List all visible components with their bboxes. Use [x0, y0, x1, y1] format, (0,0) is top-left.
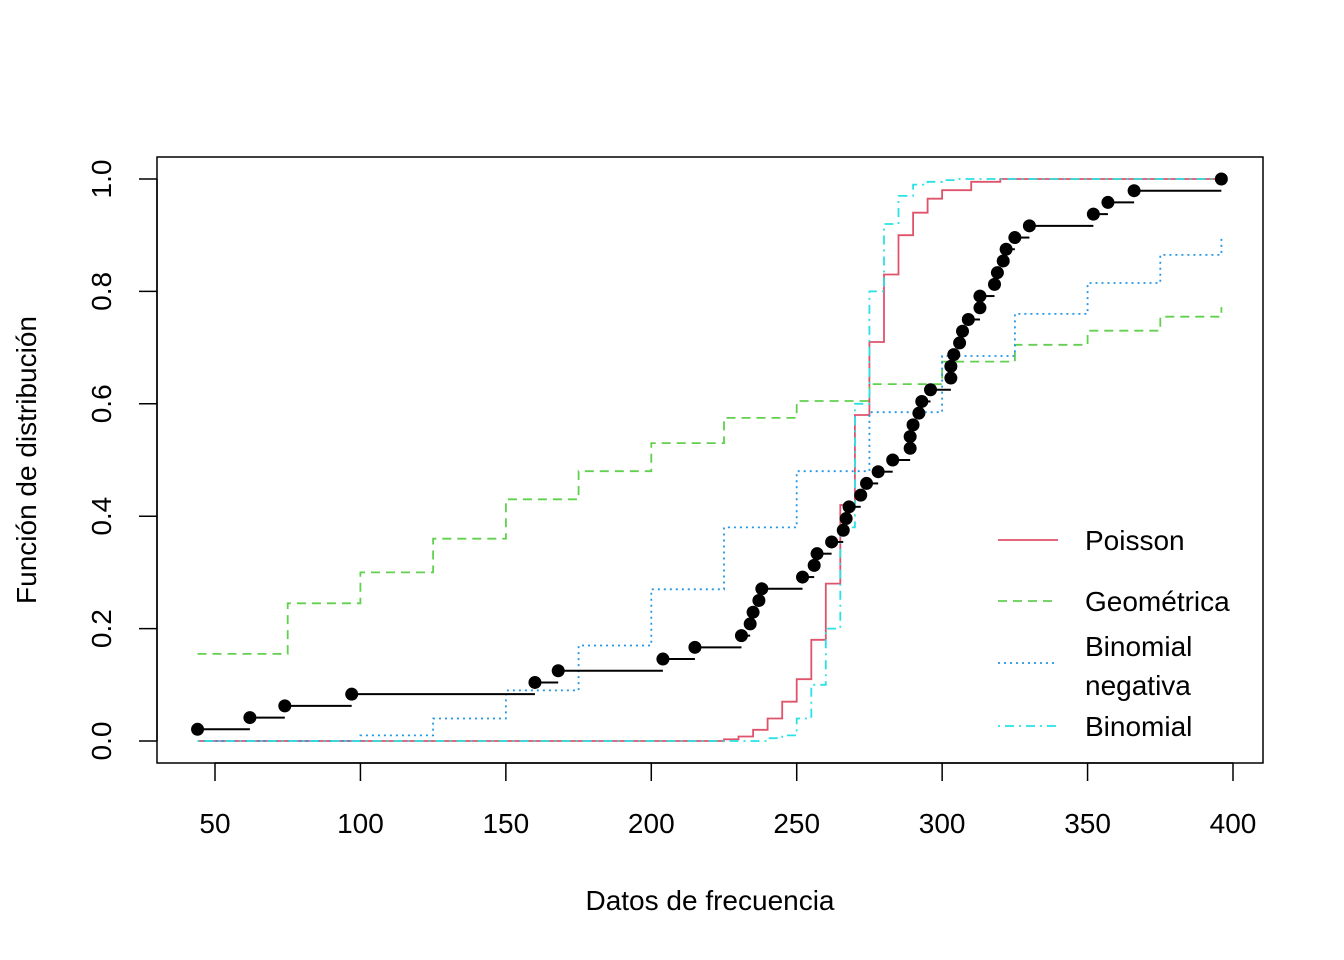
- ecdf-point: [924, 383, 938, 397]
- legend: Poisson Geométrica Binomial negativa Bin…: [998, 525, 1230, 742]
- legend-label-binomial-negativa-2: negativa: [1085, 670, 1191, 701]
- y-tick-label: 0.6: [86, 384, 117, 423]
- y-tick-label: 0.0: [86, 722, 117, 761]
- ecdf-point: [807, 558, 821, 572]
- x-tick-label: 100: [337, 808, 384, 839]
- ecdf-point: [752, 594, 766, 607]
- x-axis-label: Datos de frecuencia: [585, 885, 834, 916]
- ecdf-point: [906, 418, 920, 432]
- ecdf-point: [656, 652, 670, 666]
- ecdf-point: [688, 640, 702, 654]
- y-tick-label: 0.8: [86, 272, 117, 311]
- ecdf-point: [746, 605, 760, 619]
- legend-label-binomial: Binomial: [1085, 711, 1192, 742]
- ecdf-point: [243, 711, 257, 725]
- series-line-2: [197, 235, 1223, 742]
- ecdf-point: [944, 371, 958, 385]
- ecdf-point: [836, 523, 850, 537]
- empirical-ecdf: [191, 172, 1228, 736]
- x-tick-label: 250: [773, 808, 820, 839]
- ecdf-point: [903, 441, 917, 455]
- ecdf-point: [278, 699, 292, 713]
- ecdf-point: [903, 430, 917, 444]
- ecdf-point: [734, 629, 748, 643]
- ecdf-point: [842, 500, 856, 514]
- ecdf-point: [839, 512, 853, 526]
- ecdf-point: [944, 359, 958, 373]
- ecdf-point: [528, 675, 542, 689]
- ecdf-point: [987, 277, 1001, 291]
- ecdf-point: [912, 406, 926, 420]
- series-line-1: [197, 307, 1223, 655]
- x-axis: 50 100 150 200 250 300 350 400: [199, 762, 1257, 839]
- legend-label-binomial-negativa-1: Binomial: [1085, 631, 1192, 662]
- ecdf-point: [973, 301, 987, 315]
- ecdf-point: [961, 313, 975, 326]
- series-layer: [197, 178, 1223, 742]
- ecdf-point: [191, 722, 205, 736]
- ecdf-point: [1101, 195, 1115, 209]
- ecdf-point: [953, 336, 967, 350]
- y-tick-label: 1.0: [86, 160, 117, 199]
- ecdf-point: [743, 617, 757, 631]
- x-tick-label: 400: [1210, 808, 1257, 839]
- ecdf-point: [1214, 172, 1228, 186]
- series-line-0: [197, 178, 1222, 742]
- ecdf-point: [825, 535, 839, 549]
- ecdf-point: [551, 664, 565, 678]
- ecdf-point: [996, 254, 1010, 268]
- ecdf-point: [1127, 184, 1141, 198]
- legend-label-poisson: Poisson: [1085, 525, 1185, 556]
- y-tick-label: 0.2: [86, 609, 117, 648]
- x-tick-label: 200: [628, 808, 675, 839]
- y-axis-label: Función de distribución: [11, 316, 42, 604]
- x-tick-label: 300: [919, 808, 966, 839]
- ecdf-point: [1022, 219, 1036, 233]
- ecdf-point: [755, 582, 769, 596]
- ecdf-point: [999, 242, 1013, 256]
- ecdf-point: [860, 476, 874, 490]
- ecdf-point: [947, 348, 961, 362]
- ecdf-point: [886, 453, 900, 467]
- ecdf-point: [796, 570, 810, 584]
- ecdf-point: [973, 289, 987, 303]
- ecdf-point: [810, 547, 824, 561]
- x-tick-label: 350: [1064, 808, 1111, 839]
- x-tick-label: 150: [482, 808, 529, 839]
- ecdf-point: [956, 324, 970, 338]
- series-line-3: [197, 178, 1222, 742]
- y-tick-label: 0.4: [86, 497, 117, 536]
- ecdf-point: [915, 394, 929, 408]
- ecdf-point: [854, 488, 868, 502]
- ecdf-point: [871, 465, 885, 479]
- ecdf-point: [990, 266, 1004, 280]
- ecdf-point: [345, 687, 359, 701]
- x-tick-label: 50: [199, 808, 230, 839]
- ecdf-point: [1008, 231, 1022, 245]
- ecdf-point: [1086, 207, 1100, 221]
- legend-label-geometrica: Geométrica: [1085, 586, 1230, 617]
- y-axis: 0.0 0.2 0.4 0.6 0.8 1.0: [86, 160, 158, 761]
